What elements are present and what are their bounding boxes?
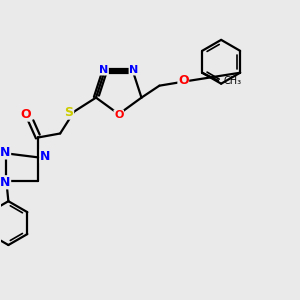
Text: CH₃: CH₃: [223, 76, 241, 86]
Text: N: N: [40, 150, 50, 163]
Text: N: N: [0, 176, 11, 189]
Text: S: S: [64, 106, 74, 119]
Text: O: O: [20, 108, 31, 121]
Text: N: N: [129, 65, 138, 75]
Text: O: O: [114, 110, 123, 120]
Text: O: O: [178, 74, 189, 87]
Text: N: N: [99, 65, 108, 75]
Text: N: N: [0, 146, 11, 159]
